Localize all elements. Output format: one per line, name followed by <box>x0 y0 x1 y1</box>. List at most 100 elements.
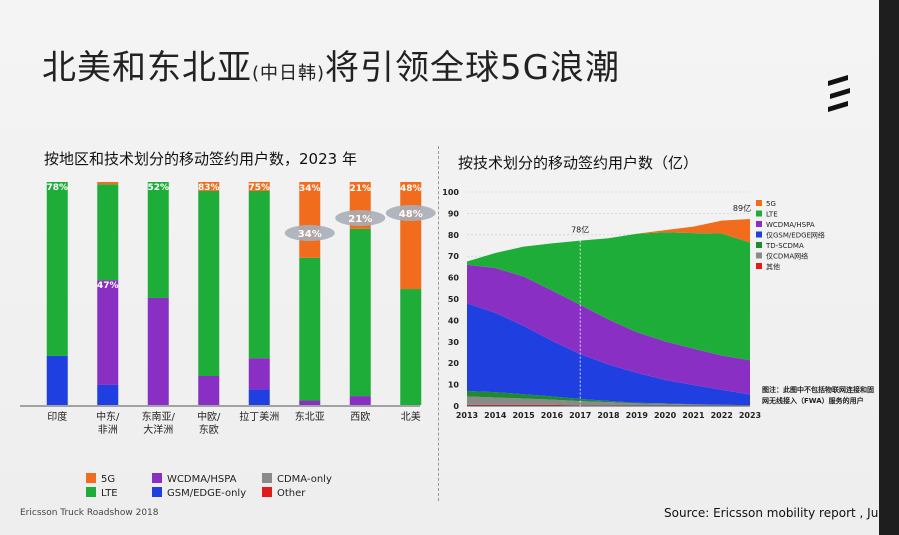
bar-segment-5g <box>198 182 220 191</box>
bar-segment-lte <box>198 190 220 377</box>
ericsson-logo-icon <box>828 75 850 112</box>
legend-label: CDMA-only <box>277 474 332 485</box>
area-y-tick-label: 80 <box>448 231 460 240</box>
legend-label: LTE <box>101 488 118 499</box>
area-legend-label: 仅CDMA网络 <box>766 252 808 261</box>
bar-segment-lte <box>400 289 422 405</box>
area-band-td-scdma <box>467 391 750 406</box>
area-x-tick-label: 2016 <box>541 411 564 420</box>
area-x-tick-label: 2023 <box>739 411 761 420</box>
legend-item: WCDMA/HSPA <box>152 473 237 485</box>
bar-category-label: 东南亚/ <box>142 410 176 423</box>
area-legend-label: LTE <box>766 211 778 219</box>
bar-segment-wcdma-hspa <box>97 280 119 385</box>
bar-category-label: 北美 <box>401 410 421 423</box>
bar-category-label: 中欧/ <box>197 410 221 423</box>
bar-segment-wcdma-hspa <box>349 396 371 405</box>
legend-swatch <box>262 473 272 483</box>
bar-category-label: 印度 <box>47 410 67 423</box>
area-y-tick-label: 20 <box>448 359 460 368</box>
footer-roadshow: Ericsson Truck Roadshow 2018 <box>20 508 159 518</box>
area-chart: 0 10 20 30 40 50 60 70 80 90 100 2013 2014 2015 2016 20… <box>442 188 874 420</box>
area-annotation: 89亿 <box>733 203 751 213</box>
divider <box>438 146 440 501</box>
area-legend-swatch <box>756 221 762 227</box>
callout-bubble <box>385 205 436 221</box>
area-x-tick-label: 2017 <box>569 411 591 420</box>
legend-label: GSM/EDGE-only <box>167 488 247 499</box>
area-band-gsm-edge <box>467 303 750 406</box>
legend-label: Other <box>277 488 306 499</box>
bar-data-label: 75% <box>248 183 270 193</box>
bar-category-label: 西欧 <box>350 411 370 423</box>
callout-bubble <box>335 210 386 226</box>
bar-data-label: 78% <box>46 183 68 193</box>
area-band-lte <box>467 232 750 361</box>
bar-segment-lte <box>97 184 119 281</box>
area-legend-swatch <box>756 231 762 238</box>
legend-swatch <box>152 487 162 497</box>
legend-label: WCDMA/HSPA <box>167 474 237 485</box>
area-y-tick-label: 10 <box>448 381 460 390</box>
slide-title: 北美和东北亚(中日韩)将引领全球5G浪潮 <box>42 40 620 89</box>
callout-label: 34% <box>298 229 322 240</box>
bar-segment-lte <box>147 182 169 298</box>
legend-swatch <box>86 487 96 497</box>
area-legend-swatch <box>756 200 762 206</box>
area-y-tick-label: 50 <box>448 295 460 304</box>
area-y-tick-label: 40 <box>448 316 460 325</box>
area-x-tick-label: 2021 <box>682 411 705 420</box>
area-legend-label: TD-SCDMA <box>765 242 804 250</box>
area-legend-label: WCDMA/HSPA <box>766 221 815 229</box>
area-x-tick-label: 2019 <box>626 411 649 420</box>
legend-item: CDMA-only <box>262 473 332 485</box>
area-legend-swatch <box>756 252 762 259</box>
legend-item: 5G <box>86 473 115 485</box>
legend-label: 5G <box>101 474 116 485</box>
area-y-tick-label: 100 <box>442 188 459 197</box>
area-x-tick-label: 2014 <box>484 411 507 420</box>
bar-category-label: 东北亚 <box>295 410 325 423</box>
callout-label: 48% <box>399 209 423 220</box>
bar-chart-title: 按地区和技术划分的移动签约用户数，2023 年 <box>44 150 357 168</box>
area-band-wcdma-hspa <box>467 264 750 395</box>
bar-segment-5g <box>97 182 119 185</box>
area-x-tick-label: 2018 <box>597 411 620 420</box>
bar-segment-5g <box>248 182 270 191</box>
bar-data-label: 47% <box>97 281 119 291</box>
area-legend-swatch <box>756 210 762 217</box>
area-y-tick-label: 90 <box>448 209 460 218</box>
callout-bubble <box>284 225 335 241</box>
area-legend-swatch <box>756 242 762 248</box>
bar-data-label: 48% <box>400 184 422 194</box>
area-band-5g <box>467 218 750 262</box>
area-x-tick-label: 2013 <box>456 411 478 420</box>
area-y-tick-label: 70 <box>448 252 460 261</box>
legend-item: GSM/EDGE-only <box>152 487 246 499</box>
bar-segment-wcdma-hspa <box>147 297 169 405</box>
area-x-tick-label: 2015 <box>512 411 535 420</box>
bar-segment-gsm-edge <box>248 389 270 405</box>
bar-segment-lte <box>299 257 321 401</box>
legend-swatch <box>262 487 272 497</box>
area-annotation: 78亿 <box>571 225 589 235</box>
bar-segment-wcdma-hspa <box>248 358 270 390</box>
legend-item: Other <box>262 487 305 499</box>
legend-item: LTE <box>86 487 118 499</box>
bar-category-label: 东欧 <box>199 423 219 436</box>
bar-segment-wcdma-hspa <box>299 400 321 405</box>
area-x-tick-label: 2020 <box>654 411 677 420</box>
legend-swatch <box>86 473 96 483</box>
bar-segment-gsm-edge <box>46 355 68 405</box>
bar-category-label: 中东/ <box>96 410 120 423</box>
bar-segment-lte <box>349 228 371 397</box>
bar-segment-wcdma-hspa <box>198 376 220 405</box>
title-small: (中日韩) <box>252 63 326 84</box>
area-x-tick-label: 2022 <box>711 411 733 420</box>
title-rest: 将引领全球5G浪潮 <box>325 48 621 88</box>
monitor-frame <box>879 0 899 535</box>
area-note-line1: 图注：此图中不包括物联网连接和固 <box>762 385 874 394</box>
bar-segment-lte <box>248 190 270 359</box>
area-y-tick-label: 0 <box>453 402 459 411</box>
